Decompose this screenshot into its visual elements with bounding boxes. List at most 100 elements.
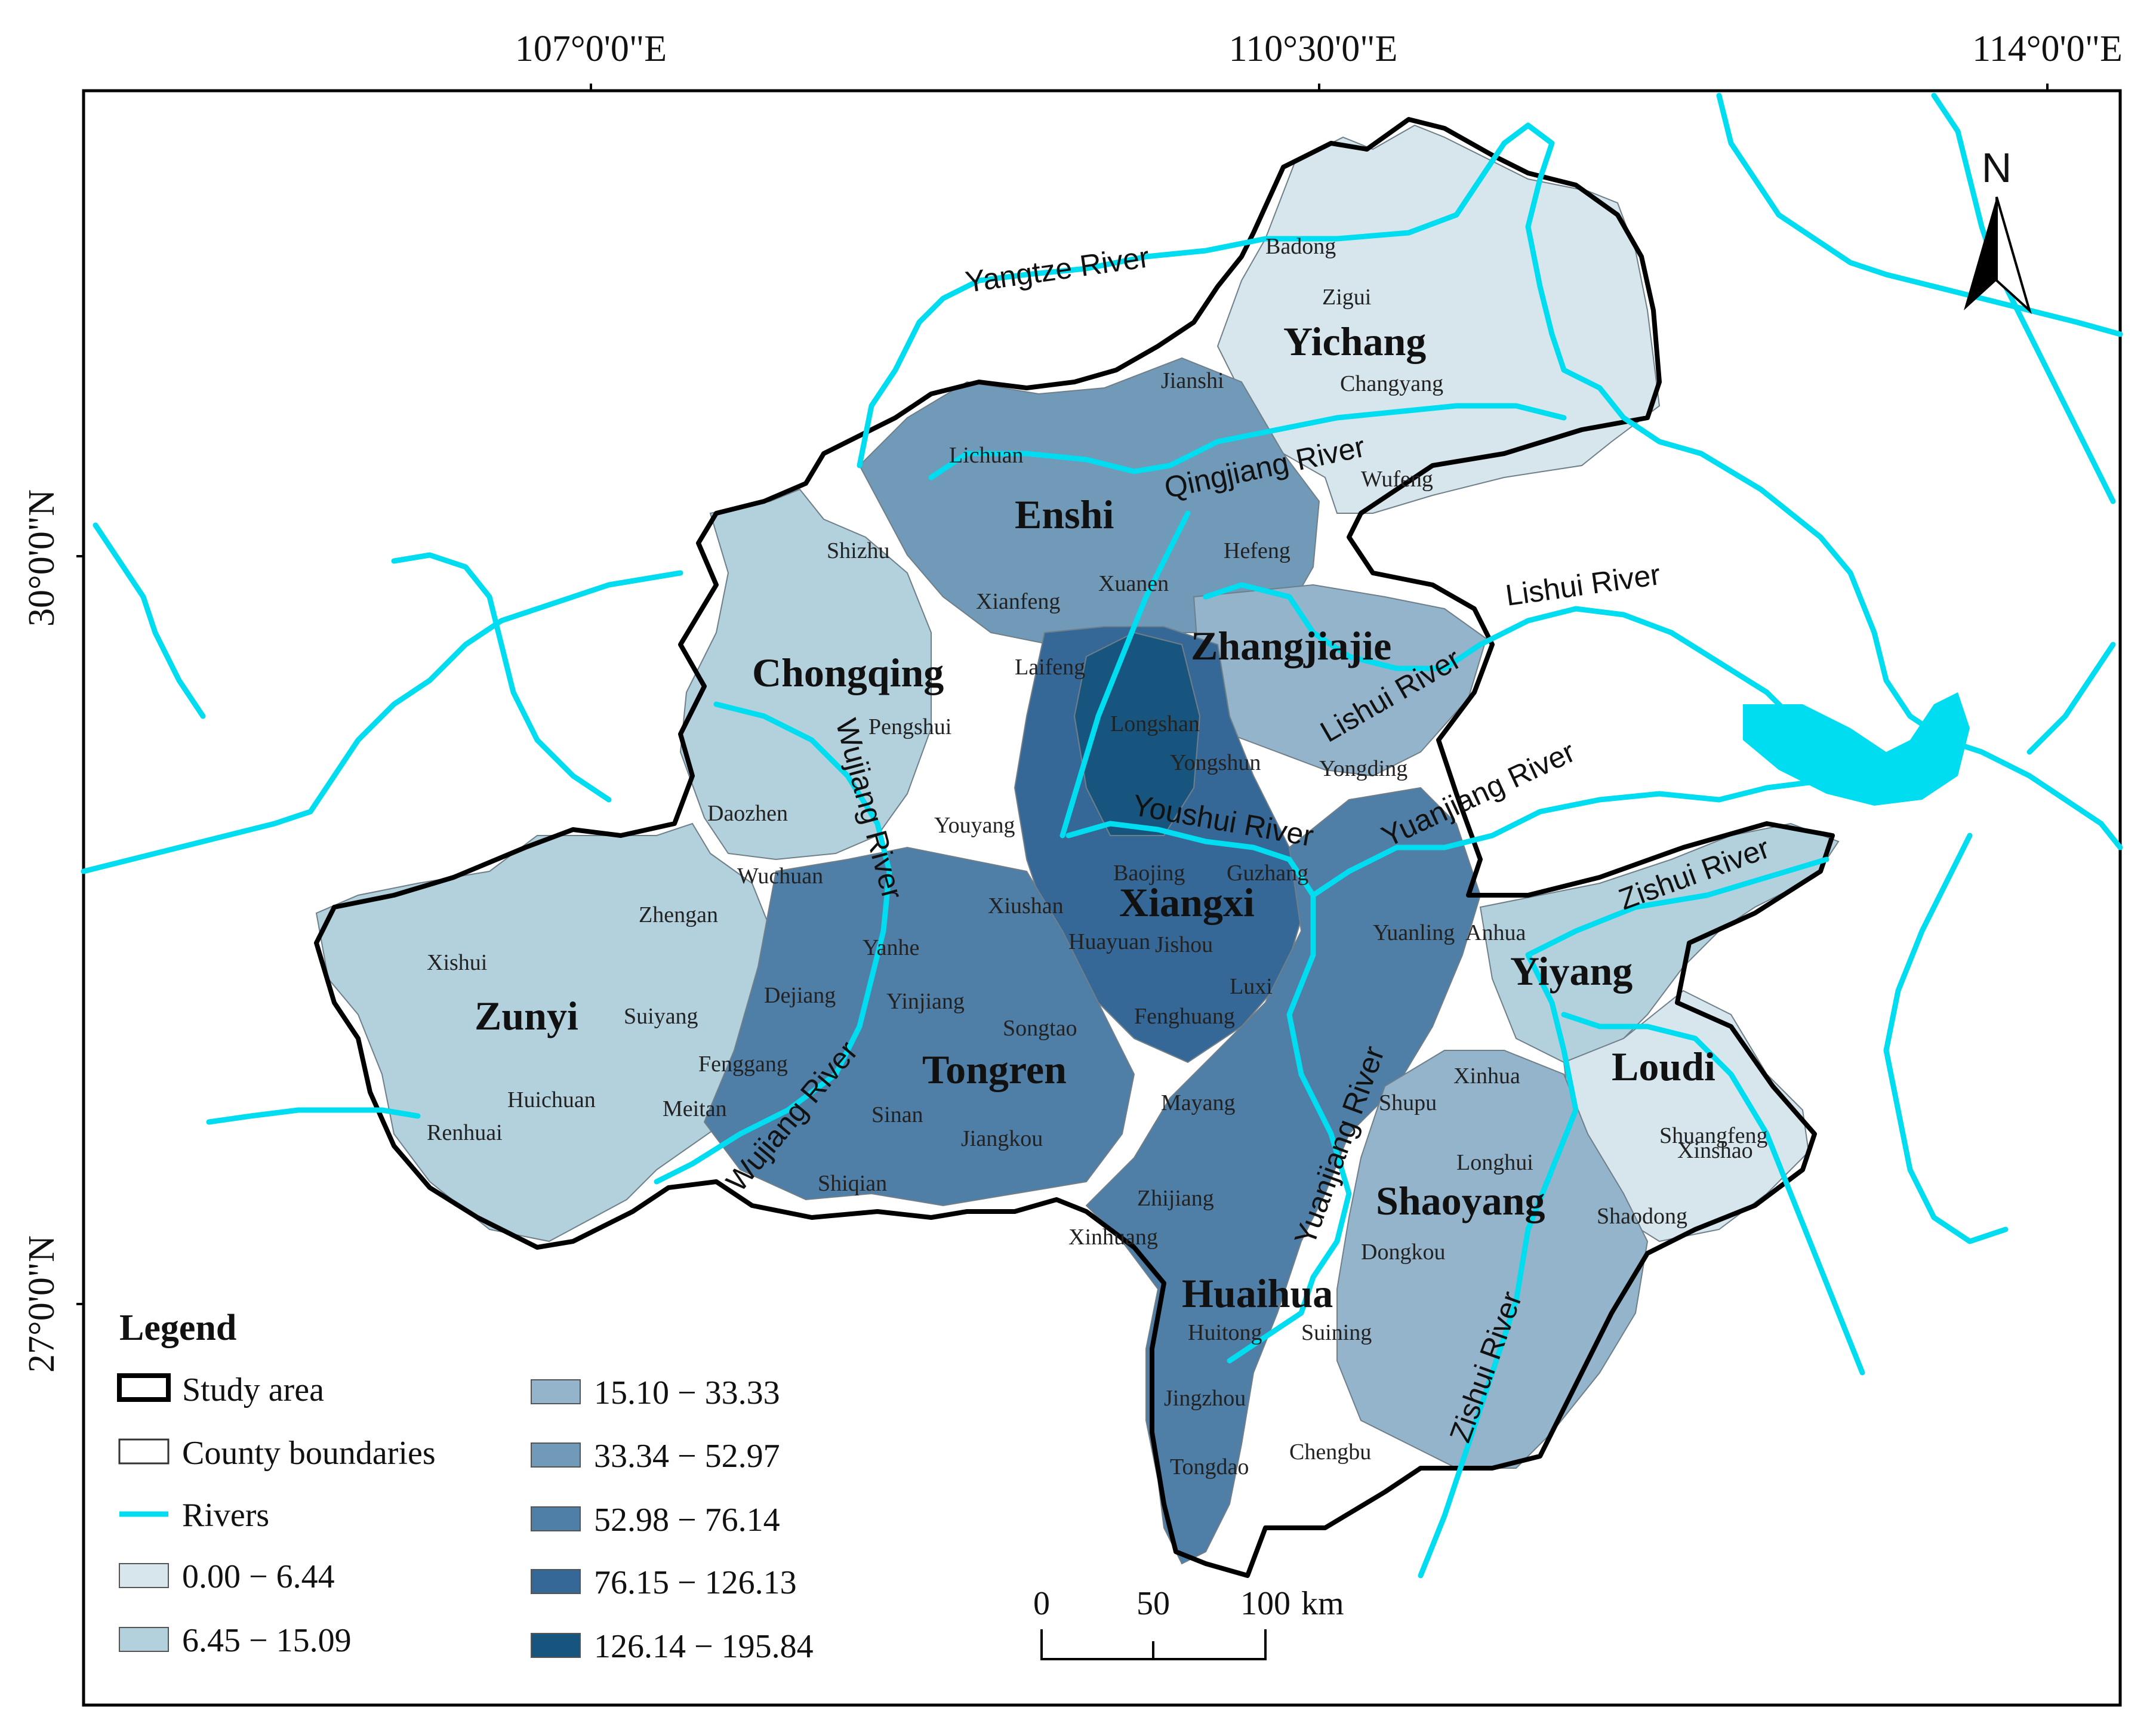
graticule: 107°0'0"E 110°30'0"E 114°0'0"E 30°0'0"N …	[21, 29, 2123, 1373]
region-longshan	[1073, 631, 1201, 836]
legend-item: Rivers	[182, 1497, 269, 1534]
river-yuanjiang	[1227, 773, 1853, 1364]
study-area-outline	[314, 117, 1835, 1578]
river-zishui	[1418, 856, 1865, 1579]
county-label: Laifeng	[1015, 655, 1085, 680]
county-label: Suiyang	[624, 1004, 698, 1029]
city-label: Yichang	[1283, 319, 1426, 364]
legend-swatch-class	[531, 1442, 581, 1468]
county-label: Zhijiang	[1137, 1186, 1214, 1211]
county-label: Changyang	[1340, 371, 1443, 396]
county-label: Huitong	[1188, 1320, 1262, 1345]
county-label: Shizhu	[827, 538, 890, 563]
north-label: N	[1982, 144, 2012, 191]
city-label: Loudi	[1612, 1044, 1715, 1089]
dongting-lake	[1743, 692, 1970, 806]
river-west-3	[93, 522, 206, 719]
study-area-regions	[315, 124, 1840, 1565]
county-label: Daozhen	[707, 801, 788, 826]
city-label: Zunyi	[475, 993, 578, 1038]
county-label: Yongshun	[1170, 750, 1261, 775]
lat-label-2: 27°0'0"N	[21, 1235, 62, 1373]
county-label: Xiushan	[988, 893, 1064, 918]
legend-swatch-class	[531, 1633, 581, 1658]
county-label: Dejiang	[764, 983, 836, 1008]
river-label: Yangtze River	[963, 240, 1151, 299]
legend-swatch-county	[118, 1438, 170, 1465]
river-east-1	[1716, 93, 2123, 337]
county-label: Huayuan	[1068, 929, 1150, 954]
county-label: Youyang	[934, 813, 1015, 838]
county-label: Tongdao	[1170, 1454, 1249, 1479]
legend-item: Study area	[182, 1371, 324, 1408]
county-label: Shuangfeng	[1659, 1123, 1768, 1148]
river-south-1	[206, 1107, 421, 1125]
region-enshi	[858, 357, 1320, 646]
north-arrow-left-icon	[1964, 197, 1997, 310]
county-label: Shaodong	[1597, 1204, 1687, 1229]
rivers	[81, 93, 2123, 1579]
river-qingjiang	[928, 403, 1567, 480]
county-label: Jingzhou	[1164, 1386, 1246, 1411]
city-label: Shaoyang	[1376, 1178, 1545, 1223]
county-label: Shupu	[1379, 1090, 1437, 1115]
county-label: Dongkou	[1361, 1240, 1445, 1265]
county-label: Xinhuang	[1068, 1225, 1158, 1250]
legend-title: Legend	[119, 1308, 236, 1348]
county-label: Chengbu	[1289, 1440, 1371, 1465]
legend-class-label: 33.34 − 52.97	[594, 1438, 780, 1475]
map-frame	[82, 89, 2122, 1707]
region-tongren	[703, 846, 1135, 1207]
county-label: Shiqian	[818, 1171, 887, 1196]
legend-class-label: 0.00 − 6.44	[182, 1558, 335, 1595]
legend-item: County boundaries	[182, 1435, 436, 1472]
legend-swatch-class	[531, 1379, 581, 1404]
river-west-1	[81, 570, 683, 874]
county-label: Zigui	[1322, 285, 1371, 310]
lon-label-1: 107°0'0"E	[515, 29, 667, 69]
city-label: Enshi	[1015, 492, 1114, 537]
river-label: Lishui River	[1504, 557, 1662, 612]
county-label: Jianshi	[1161, 368, 1224, 393]
scale-tick-label: 100	[1240, 1585, 1290, 1622]
county-label: Sinan	[871, 1102, 923, 1127]
scale-tick-label: 50	[1136, 1585, 1170, 1622]
county-label: Xinhua	[1453, 1064, 1520, 1089]
county-label: Longshan	[1110, 711, 1200, 736]
county-label: Yinjiang	[886, 989, 965, 1014]
county-label: Yongding	[1319, 756, 1407, 781]
legend-class-label: 6.45 − 15.09	[182, 1622, 352, 1659]
city-label: Xiangxi	[1119, 880, 1255, 925]
city-label: Zhangjiajie	[1191, 623, 1391, 668]
county-label: Wufeng	[1361, 467, 1433, 492]
north-arrow: N	[1964, 144, 2032, 315]
city-labels: Yichang Enshi Zhangjiajie Chongqing Xian…	[475, 319, 1715, 1316]
scale-unit-label: km	[1301, 1585, 1344, 1622]
county-label: Zhengan	[639, 902, 718, 927]
legend-swatch-class	[531, 1569, 581, 1594]
river-youshui	[1059, 510, 1292, 862]
county-label: Meitan	[663, 1096, 727, 1121]
legend: Legend Study area County boundaries Rive…	[117, 1308, 814, 1665]
county-label: Guzhang	[1227, 861, 1308, 886]
river-yangtze	[857, 122, 2123, 850]
county-label: Jiangkou	[961, 1126, 1043, 1151]
north-arrow-right-icon	[1995, 196, 2032, 315]
region-huaihua	[1085, 787, 1482, 1565]
river-east-3	[1883, 833, 2009, 1244]
legend-class-label: 52.98 − 76.14	[594, 1502, 780, 1539]
county-label: Baojing	[1113, 861, 1185, 886]
county-label: Lichuan	[949, 443, 1024, 468]
legend-class-label: 15.10 − 33.33	[594, 1374, 780, 1411]
scale-bar: 0 50 100 km	[1033, 1585, 1344, 1660]
county-label: Mayang	[1161, 1090, 1236, 1115]
county-label: Yanhe	[863, 935, 919, 960]
county-label: Anhua	[1465, 920, 1526, 945]
county-label: Badong	[1265, 234, 1336, 259]
county-label: Luxi	[1230, 974, 1273, 999]
county-label: Wuchuan	[737, 864, 823, 889]
county-labels: Badong Zigui Jianshi Changyang Lichuan W…	[427, 234, 1768, 1479]
city-label: Chongqing	[752, 650, 944, 695]
legend-class-label: 126.14 − 195.84	[594, 1628, 814, 1665]
